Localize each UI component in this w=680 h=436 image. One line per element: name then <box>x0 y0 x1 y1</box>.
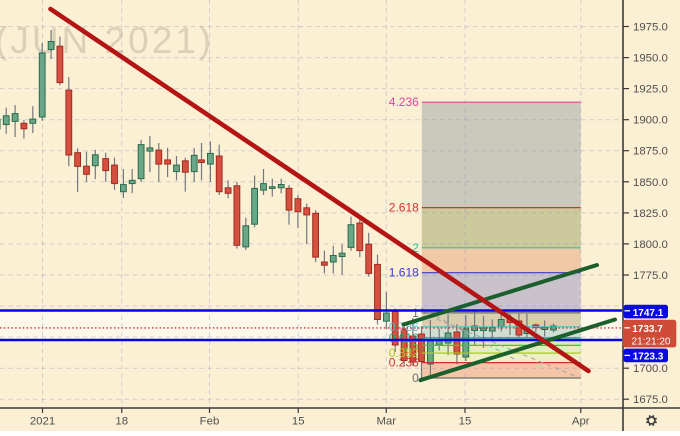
svg-text:1733.7: 1733.7 <box>632 324 663 335</box>
svg-text:1950.0: 1950.0 <box>633 53 668 65</box>
svg-text:1825.0: 1825.0 <box>633 208 668 220</box>
svg-text:1723.3: 1723.3 <box>633 352 664 363</box>
svg-text:1700.0: 1700.0 <box>633 363 668 375</box>
svg-text:Apr: Apr <box>572 416 590 428</box>
svg-text:0.5: 0.5 <box>402 338 419 352</box>
svg-text:4.236: 4.236 <box>389 95 419 109</box>
svg-text:1925.0: 1925.0 <box>633 84 668 96</box>
svg-text:1900.0: 1900.0 <box>633 115 668 127</box>
svg-text:Feb: Feb <box>200 416 220 428</box>
svg-text:2021: 2021 <box>30 416 55 428</box>
svg-text:2.618: 2.618 <box>389 201 419 215</box>
svg-text:1675.0: 1675.0 <box>633 394 668 406</box>
svg-text:15: 15 <box>292 416 305 428</box>
svg-text:1875.0: 1875.0 <box>633 146 668 158</box>
svg-text:15: 15 <box>459 416 472 428</box>
svg-text:1747.1: 1747.1 <box>633 308 664 319</box>
svg-text:Mar: Mar <box>376 416 396 428</box>
svg-text:21:21:20: 21:21:20 <box>632 336 671 347</box>
svg-text:(JUN 2021): (JUN 2021) <box>0 20 214 61</box>
svg-text:18: 18 <box>115 416 128 428</box>
svg-text:0: 0 <box>412 371 419 385</box>
svg-text:1: 1 <box>412 306 419 320</box>
svg-text:2: 2 <box>412 241 419 255</box>
svg-text:0.382: 0.382 <box>389 346 419 360</box>
svg-text:0.618: 0.618 <box>389 331 419 345</box>
svg-text:1775.0: 1775.0 <box>633 270 668 282</box>
svg-text:1850.0: 1850.0 <box>633 177 668 189</box>
svg-text:1.618: 1.618 <box>389 266 419 280</box>
svg-text:0.236: 0.236 <box>389 356 419 370</box>
svg-text:1800.0: 1800.0 <box>633 239 668 251</box>
svg-text:1975.0: 1975.0 <box>633 22 668 34</box>
